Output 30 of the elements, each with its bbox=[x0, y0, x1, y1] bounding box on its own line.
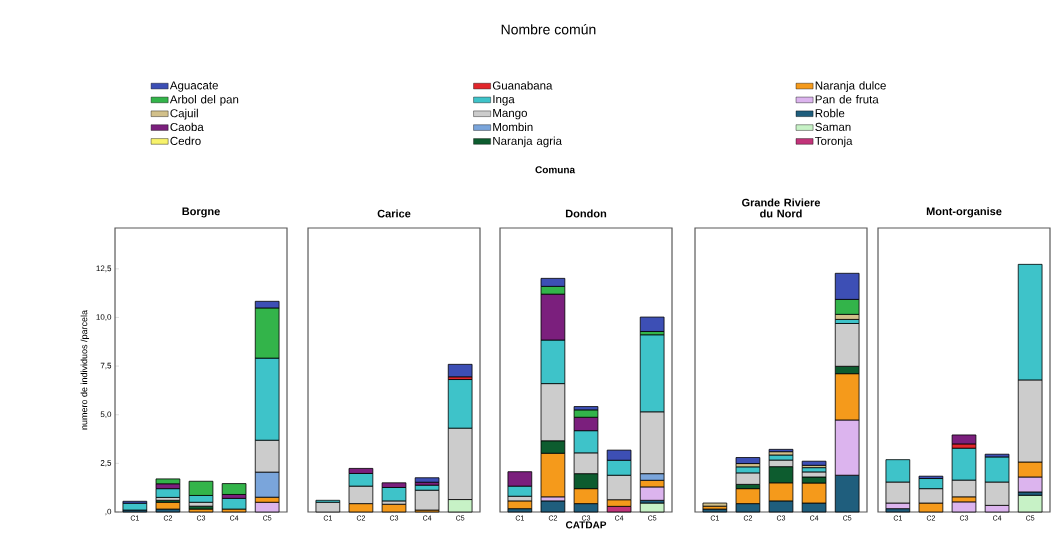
chart-title: Dondon bbox=[565, 209, 607, 218]
x-axis-title: CATDAP bbox=[565, 521, 607, 529]
y-tick-label: ,0 bbox=[105, 508, 112, 516]
legend-label: Naranja agria bbox=[493, 136, 562, 148]
legend-label: Caoba bbox=[170, 122, 204, 132]
chart-title: Mont-organise bbox=[926, 207, 1002, 218]
legend-label: Toronja bbox=[815, 136, 853, 148]
legend-label: Inga bbox=[493, 95, 515, 106]
y-tick-label: 12,5 bbox=[96, 265, 112, 273]
y-tick-label: 5,0 bbox=[100, 411, 112, 419]
y-axis-title: numero de individuos /parcela bbox=[80, 309, 90, 430]
legend-label: Guanabana bbox=[492, 81, 553, 90]
legend-title: Nombre común bbox=[501, 23, 596, 35]
legend-label: Cajuil bbox=[170, 108, 198, 120]
chart-title: Borgne bbox=[182, 207, 220, 218]
legend-label: Aguacate bbox=[169, 81, 218, 92]
legend-label: Pan de fruta bbox=[815, 95, 879, 104]
chart-title: Carice bbox=[377, 209, 411, 218]
legend-label: Saman bbox=[815, 122, 851, 131]
y-tick-label: 2,5 bbox=[100, 460, 112, 467]
legend-label: Roble bbox=[815, 108, 845, 118]
text: Comuna bbox=[535, 166, 576, 174]
legend-label: Naranja dulce bbox=[815, 81, 886, 92]
legend-label: Cedro bbox=[170, 136, 201, 145]
y-tick-label: 10,0 bbox=[96, 314, 112, 321]
chart-title: Grande Riviere du Nord bbox=[742, 198, 821, 218]
y-tick-label: 7,5 bbox=[100, 362, 112, 370]
legend-label: Mango bbox=[493, 109, 527, 120]
legend-label: Mombin bbox=[493, 122, 533, 132]
legend-label: Arbol del pan bbox=[169, 95, 239, 106]
